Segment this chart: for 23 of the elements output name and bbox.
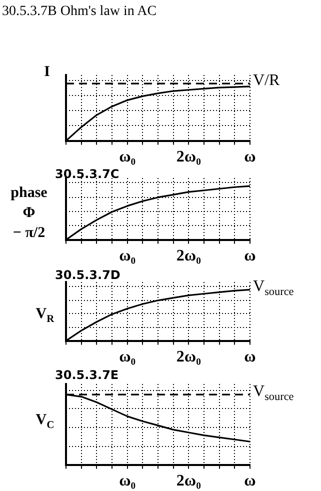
y-axis-title: I [43, 63, 51, 82]
series-label: V$_{source}$ [253, 382, 294, 403]
x-tick-label: 2ω₀ [176, 148, 202, 166]
chart-title: 30.5.3.7C [55, 167, 120, 181]
x-tick-label: ω₀ [119, 348, 136, 366]
x-tick-label: 2ω₀ [176, 348, 202, 366]
x-tick-label: ω₀ [119, 148, 136, 166]
y-axis-title: phase Φ − π/2 [10, 184, 48, 243]
chart-title: 30.5.3.7B Ohm's law in AC [2, 4, 157, 20]
series-label: V/R [253, 72, 280, 90]
chart-title: 30.5.3.7E [55, 368, 119, 382]
x-tick-label: 2ω₀ [176, 248, 202, 265]
x-tick-label: ω [244, 348, 256, 366]
x-tick-label: ω₀ [119, 472, 136, 490]
series-label: V$_{source}$ [253, 278, 294, 298]
x-tick-label: ω₀ [119, 248, 136, 265]
chart-title: 30.5.3.7D [55, 268, 120, 282]
y-axis-title: V$_{R}$ [34, 305, 56, 327]
y-axis-title: V$_{C}$ [34, 411, 56, 433]
x-tick-label: ω [244, 248, 256, 265]
x-tick-label: 2ω₀ [176, 472, 202, 490]
x-tick-label: ω [244, 472, 256, 490]
x-tick-label: ω [244, 148, 256, 166]
